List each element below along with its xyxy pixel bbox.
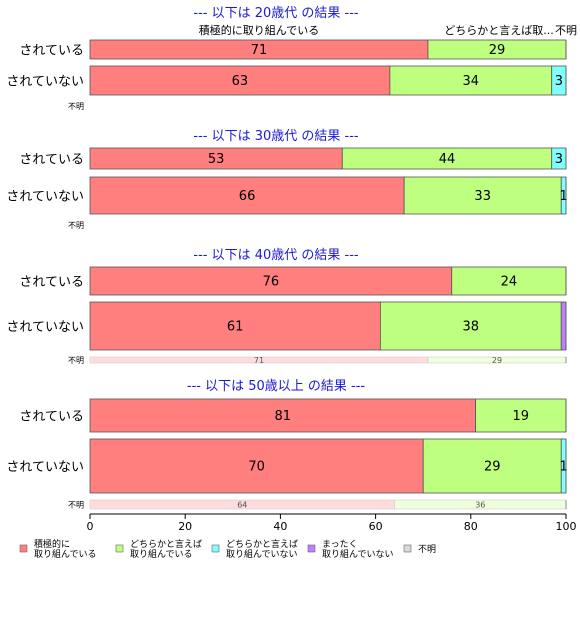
group-1-bar-2-segment-1 [89,65,391,96]
group-3-unknown-bar-value-label-1: 71 [254,356,264,365]
legend-label-1-line-1: 積極的に [34,538,70,550]
legend-swatch-1 [19,544,28,553]
group-4-unknown-bar-value-label-1: 64 [237,501,247,510]
group-1-bar-1-value-label-1: 71 [251,43,268,58]
legend-label-4-line-1: まったく [322,539,358,550]
legend-label-3-line-1: どちらかと言えば [226,538,298,550]
group-2-bar-1-value-label-1: 53 [208,152,225,167]
group-2-bar-2-segment-1 [89,176,405,215]
legend-swatch-4 [307,544,316,553]
legend-label-3-line-2: 取り組んでいない [226,548,298,560]
legend-label-1-line-2: 取り組んでいる [34,548,97,560]
group-3-bar-2-value-label-2: 38 [463,320,480,335]
group-1-row-label-2: されていない [6,75,84,90]
x-tick-label-4: 60 [369,520,383,533]
legend-label-5-line-1: 不明 [418,544,436,555]
group-2-row-label-1: されている [19,153,84,168]
category-header-2: どちらかと言えば取... [444,24,554,37]
group-4-row-label-1: されている [19,410,84,425]
group-3-row-label-1: されている [19,275,84,290]
group-4-bar-2-value-label-2: 29 [484,460,501,475]
group-4-unknown-label: 不明 [68,501,84,510]
group-1-bar-2-value-label-3: 3 [555,74,563,89]
group-2-unknown-label: 不明 [68,221,84,230]
group-4-bar-2-segment-2 [422,438,562,494]
group-2-row-label-2: されていない [6,190,84,205]
group-3-unknown-label: 不明 [68,356,84,365]
group-title-4: --- 以下は 50歳以上 の結果 --- [187,379,366,394]
group-3-bar-1-value-label-1: 76 [263,275,280,290]
x-tick-label-1: 0 [87,520,94,533]
group-1-bar-2-value-label-2: 34 [463,74,480,89]
group-4-bar-1-value-label-1: 81 [275,409,292,424]
group-2-bar-2-value-label-3: 1 [559,189,567,204]
x-tick-label-3: 40 [273,520,287,533]
category-header-3: 不明 [555,24,577,37]
group-4-bar-2-segment-1 [89,438,424,494]
group-4-unknown-bar-value-label-2: 36 [475,501,485,510]
legend-swatch-5 [403,544,412,553]
group-2-bar-2-value-label-1: 66 [239,189,256,204]
group-3-bar-2-value-label-1: 61 [227,320,244,335]
group-3-bar-2-segment-2 [379,301,562,351]
group-1-bar-2-value-label-1: 63 [232,74,249,89]
group-4-row-label-2: されていない [6,460,84,475]
legend-label-4-line-2: 取り組んでいない [322,548,394,560]
x-tick-label-5: 80 [464,520,478,533]
group-title-2: --- 以下は 30歳代 の結果 --- [193,129,359,144]
group-1-bar-1-value-label-2: 29 [489,43,506,58]
group-3-row-label-2: されていない [6,320,84,335]
group-1-row-label-1: されている [19,44,84,59]
group-1-unknown-label: 不明 [68,102,84,111]
category-header-1: 積極的に取り組んでいる [199,23,319,37]
group-2-bar-1-value-label-3: 3 [555,152,563,167]
group-3-unknown-bar-value-label-2: 29 [492,356,502,365]
x-tick-label-6: 100 [556,520,577,533]
group-2-bar-2-segment-2 [403,176,562,215]
group-title-3: --- 以下は 40歳代 の結果 --- [193,248,359,263]
group-3-bar-2-segment-4 [560,301,567,351]
legend-swatch-2 [115,544,124,553]
group-title-1: --- 以下は 20歳代 の結果 --- [193,6,359,21]
group-3-bar-1-segment-1 [89,266,453,296]
group-3-bar-2-segment-1 [89,301,381,351]
group-3-bar-1-segment-2 [451,266,567,296]
group-3-bar-1-value-label-2: 24 [501,275,518,290]
group-4-bar-2-value-label-3: 1 [559,460,567,475]
x-tick-label-2: 20 [178,520,192,533]
legend-swatch-3 [211,544,220,553]
group-4-bar-2-value-label-1: 70 [248,460,265,475]
group-2-bar-1-value-label-2: 44 [439,152,456,167]
legend-label-2-line-1: どちらかと言えば [130,538,202,550]
group-4-bar-1-value-label-2: 19 [513,409,530,424]
group-2-bar-2-value-label-2: 33 [474,189,491,204]
group-1-bar-2-segment-2 [389,65,553,96]
legend-label-2-line-2: 取り組んでいる [130,548,193,560]
